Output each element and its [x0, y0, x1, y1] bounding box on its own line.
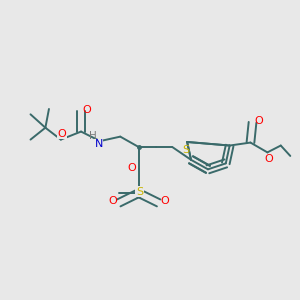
- Text: O: O: [108, 196, 117, 206]
- Text: S: S: [182, 145, 189, 155]
- Text: O: O: [128, 163, 136, 173]
- Text: O: O: [57, 129, 66, 139]
- Text: H: H: [89, 131, 97, 141]
- Text: O: O: [264, 154, 273, 164]
- Text: N: N: [94, 139, 103, 149]
- Text: S: S: [136, 187, 143, 196]
- Text: O: O: [161, 196, 170, 206]
- Text: O: O: [254, 116, 263, 127]
- Text: O: O: [82, 106, 91, 116]
